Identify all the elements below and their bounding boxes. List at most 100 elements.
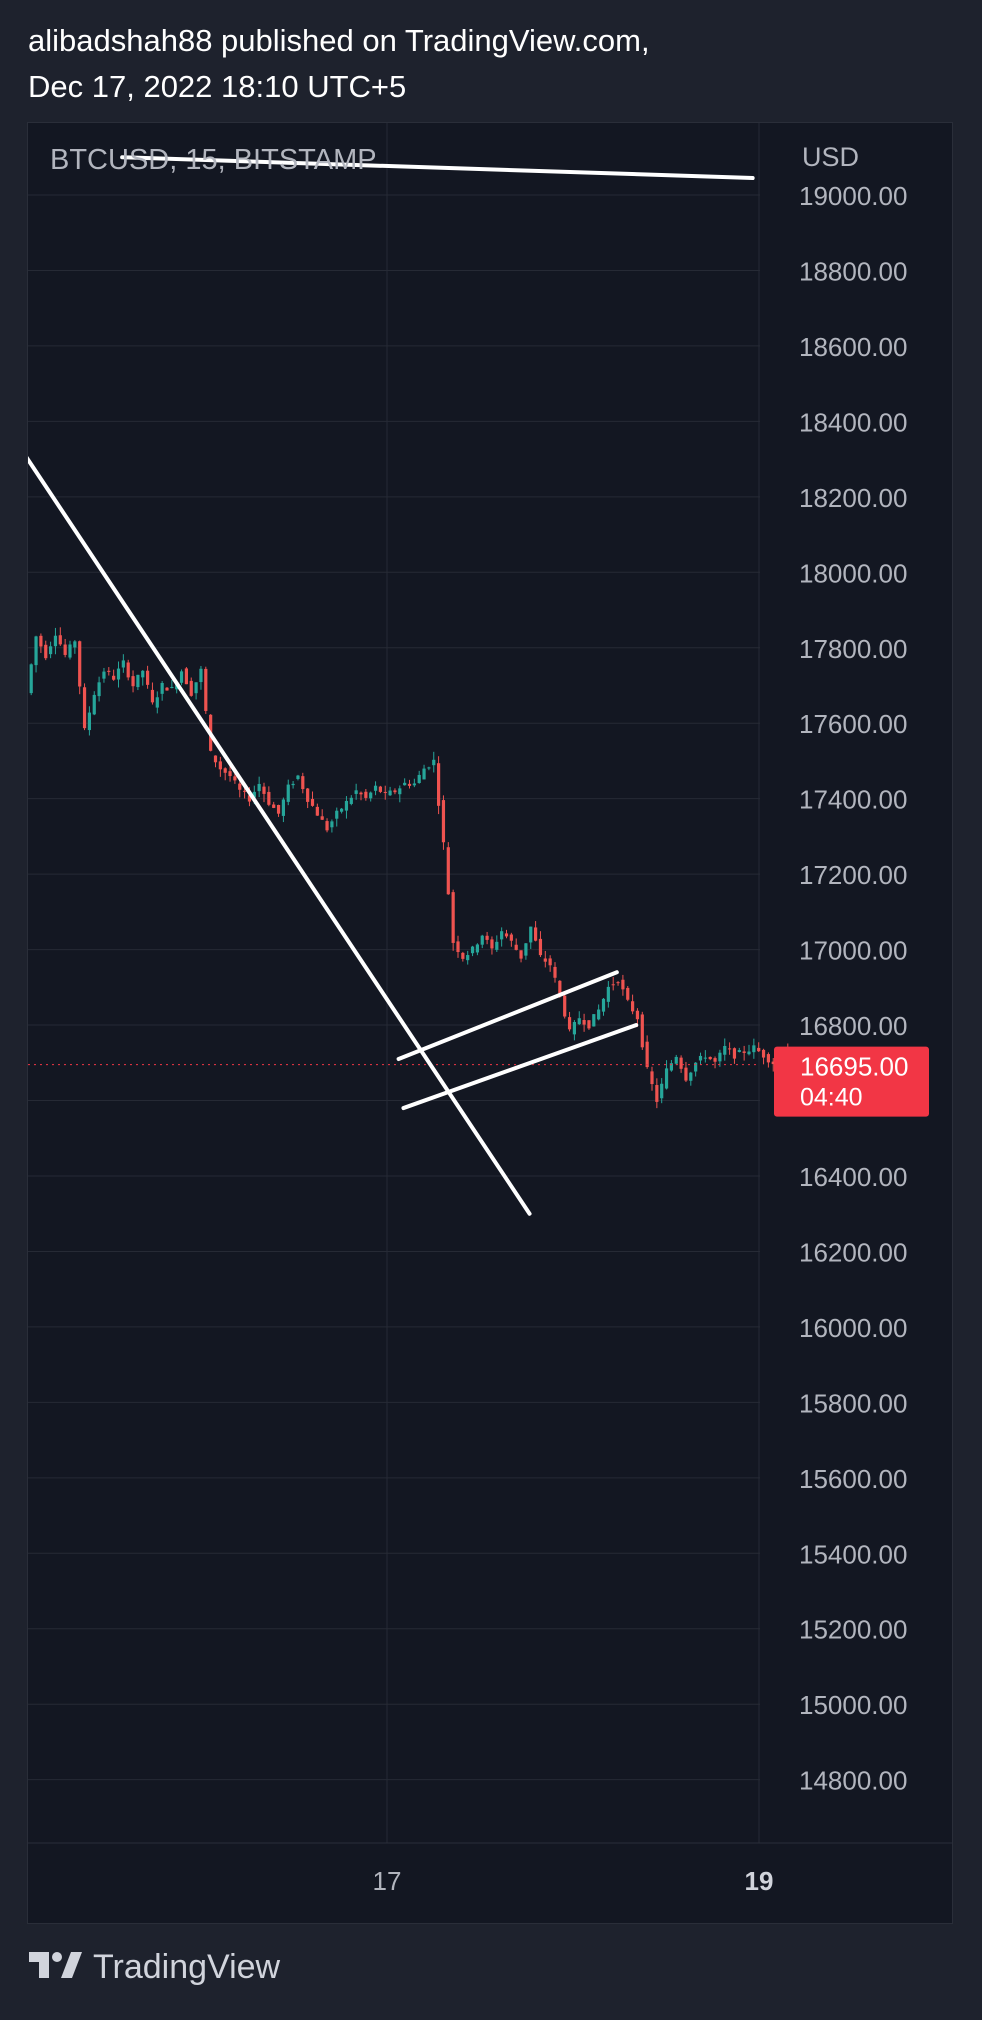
upper-resistance-line — [120, 155, 755, 181]
candle-body — [29, 664, 33, 694]
candle-body — [325, 821, 329, 831]
candle-body — [582, 1020, 586, 1025]
candle-body — [53, 635, 58, 647]
candle-body — [432, 759, 436, 766]
candle-body — [723, 1045, 727, 1055]
y-tick-label: 16200.00 — [799, 1237, 907, 1267]
candle-body — [199, 668, 203, 683]
candles-group — [29, 627, 824, 1109]
candle-body — [534, 927, 538, 941]
candle-body — [485, 935, 489, 940]
publish-date-line: Dec 17, 2022 18:10 UTC+5 — [28, 69, 407, 104]
channel-upper-line — [396, 970, 619, 1062]
candle-body — [160, 682, 164, 694]
candle-body — [146, 670, 150, 685]
y-tick-label: 19000.00 — [799, 181, 907, 211]
candle-body — [708, 1056, 712, 1060]
candle-body — [548, 958, 552, 966]
publish-header: alibadshah88 published on TradingView.co… — [28, 18, 650, 110]
candle-body — [567, 1017, 572, 1030]
candle-body — [340, 808, 344, 812]
candle-body — [179, 671, 184, 683]
footer-brand: TradingView — [93, 1948, 281, 1986]
candle-body — [107, 670, 111, 672]
y-tick-label: 18000.00 — [799, 558, 907, 588]
candle-body — [664, 1068, 669, 1089]
candle-body — [713, 1058, 717, 1062]
chart-frame[interactable]: USD 19000.00 18800.00 18600.00 18400.00 18200… — [27, 122, 953, 1924]
candle-body — [126, 662, 130, 678]
candle-body — [378, 786, 382, 792]
candle-body — [427, 767, 431, 769]
candle-body — [422, 768, 426, 780]
candle-body — [165, 687, 169, 691]
candle-body — [335, 810, 339, 819]
candle-body — [655, 1085, 659, 1102]
candle-body — [73, 641, 77, 648]
candle-body — [640, 1014, 644, 1048]
candle-body — [621, 979, 625, 990]
candle-body — [698, 1055, 703, 1061]
candle-body — [320, 816, 324, 820]
candle-body — [412, 783, 416, 786]
y-tick-label: 15400.00 — [799, 1539, 907, 1569]
candle-body — [233, 776, 237, 781]
candle-body — [684, 1067, 688, 1081]
candle-body — [742, 1051, 746, 1053]
y-tick-label: 16400.00 — [799, 1162, 907, 1192]
y-tick-label: 18400.00 — [799, 407, 907, 437]
tradingview-logo-icon — [27, 1950, 83, 1985]
candle-body — [563, 995, 567, 1017]
candle-body — [446, 847, 450, 895]
y-tick-label: 18800.00 — [799, 256, 907, 286]
candle-body — [344, 800, 349, 811]
candle-body — [461, 952, 465, 959]
candle-body — [626, 987, 630, 1000]
candle-body — [131, 676, 135, 687]
candle-body — [286, 784, 290, 802]
candle-body — [597, 1009, 601, 1020]
candle-body — [223, 768, 227, 773]
candle-body — [500, 931, 504, 940]
candle-body — [635, 1010, 640, 1020]
candle-body — [504, 933, 509, 937]
candle-body — [689, 1072, 693, 1081]
candle-body — [475, 944, 479, 953]
candle-body — [519, 950, 523, 959]
price-chart[interactable]: USD 19000.00 18800.00 18600.00 18400.00 18200… — [28, 123, 952, 1923]
y-tick-label: 17600.00 — [799, 709, 907, 739]
candle-body — [543, 958, 547, 962]
candle-body — [660, 1083, 664, 1099]
candle-body — [150, 689, 155, 703]
candle-body — [306, 788, 310, 802]
candle-body — [606, 986, 610, 1002]
candle-body — [674, 1056, 678, 1064]
candle-body — [194, 682, 198, 694]
candle-body — [34, 636, 38, 666]
candle-body — [553, 966, 557, 978]
candle-body — [490, 939, 494, 949]
candle-body — [669, 1063, 673, 1071]
last-price-value: 16695.00 — [800, 1052, 908, 1082]
candle-body — [718, 1052, 722, 1062]
candle-body — [184, 668, 188, 685]
symbol-legend: BTCUSD, 15, BITSTAMP — [50, 144, 377, 176]
candle-body — [155, 697, 159, 708]
candle-body — [587, 1020, 591, 1029]
candle-body — [757, 1047, 761, 1052]
candle-body — [650, 1071, 654, 1085]
channel-lower-line — [401, 1023, 639, 1111]
candle-body — [82, 687, 87, 729]
candle-body — [694, 1062, 698, 1072]
candle-body — [281, 799, 285, 816]
candle-body — [301, 776, 305, 790]
candle-body — [703, 1057, 707, 1059]
candle-body — [87, 712, 91, 731]
candle-body — [116, 668, 121, 680]
candle-body — [204, 668, 208, 711]
candle-body — [766, 1054, 770, 1063]
y-tick-label: 14800.00 — [799, 1766, 907, 1796]
y-tick-label: 17400.00 — [799, 785, 907, 815]
candle-body — [403, 782, 407, 786]
candle-body — [189, 680, 193, 696]
